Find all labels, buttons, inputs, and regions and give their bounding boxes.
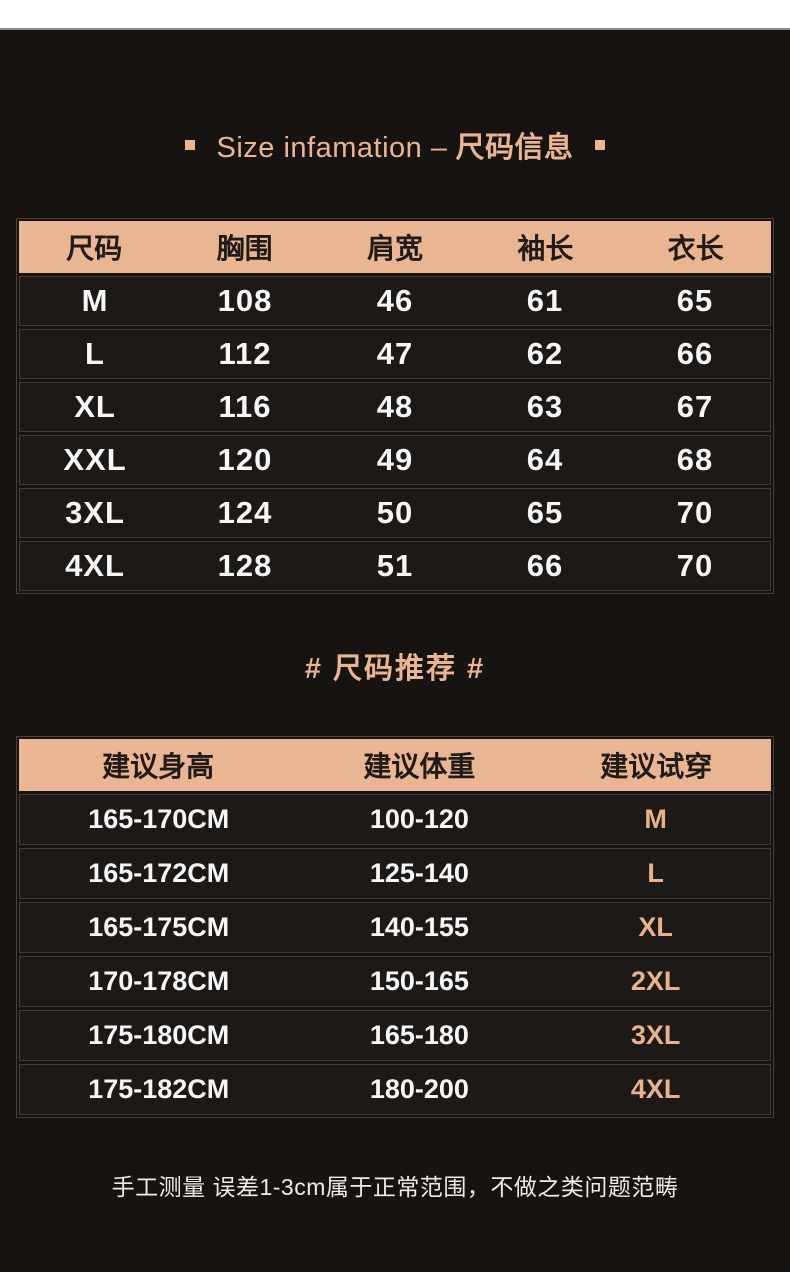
size-recommend-heading: # 尺码推荐 # bbox=[304, 653, 486, 685]
chest-cell: 124 bbox=[217, 495, 273, 530]
table-row: 175-182CM 180-200 4XL bbox=[19, 1064, 771, 1115]
table-row: 170-178CM 150-165 2XL bbox=[19, 956, 771, 1007]
title-square-right-icon bbox=[595, 140, 606, 150]
size-table-header-length: 衣长 bbox=[667, 233, 724, 264]
spacer bbox=[0, 688, 790, 736]
size-table-header: 尺码 胸围 肩宽 袖长 衣长 bbox=[19, 221, 771, 273]
page-title-zh: 尺码信息 bbox=[455, 132, 574, 164]
recommended-size-cell: XL bbox=[638, 912, 673, 942]
size-table-header-sleeve: 袖长 bbox=[517, 233, 574, 264]
table-row: XXL 120 49 64 68 bbox=[19, 435, 771, 485]
table-row: XL 116 48 63 67 bbox=[19, 382, 771, 432]
shoulder-cell: 51 bbox=[376, 548, 414, 583]
size-cell: XL bbox=[74, 389, 116, 424]
table-row: 165-175CM 140-155 XL bbox=[19, 902, 771, 953]
recommend-header-size: 建议试穿 bbox=[600, 751, 713, 782]
length-cell: 67 bbox=[676, 389, 714, 424]
table-row: M 108 46 61 65 bbox=[19, 276, 771, 326]
chest-cell: 108 bbox=[217, 283, 273, 318]
height-cell: 165-170CM bbox=[88, 804, 230, 834]
size-cell: 4XL bbox=[65, 548, 125, 583]
sleeve-cell: 62 bbox=[526, 336, 564, 371]
sleeve-cell: 65 bbox=[526, 495, 564, 530]
size-cell: 3XL bbox=[65, 495, 125, 530]
page-title-en: Size infamation – bbox=[216, 132, 448, 164]
size-cell: XXL bbox=[63, 442, 127, 477]
length-cell: 68 bbox=[676, 442, 714, 477]
weight-cell: 140-155 bbox=[369, 912, 469, 942]
recommended-size-cell: 2XL bbox=[630, 966, 681, 996]
title-square-left-icon bbox=[184, 140, 195, 150]
length-cell: 65 bbox=[676, 283, 714, 318]
recommend-header-weight: 建议体重 bbox=[363, 751, 476, 782]
weight-cell: 165-180 bbox=[369, 1020, 469, 1050]
weight-cell: 150-165 bbox=[369, 966, 469, 996]
size-table-header-shoulder: 肩宽 bbox=[366, 233, 423, 264]
sleeve-cell: 61 bbox=[526, 283, 564, 318]
table-row: 165-172CM 125-140 L bbox=[19, 848, 771, 899]
weight-cell: 100-120 bbox=[369, 804, 469, 834]
page-title: Size infamation – 尺码信息 bbox=[217, 124, 574, 166]
chest-cell: 120 bbox=[217, 442, 273, 477]
sleeve-cell: 63 bbox=[526, 389, 564, 424]
recommend-table: 建议身高 建议体重 建议试穿 165-170CM 100-120 M 165-1… bbox=[16, 736, 774, 1118]
height-cell: 165-172CM bbox=[88, 858, 230, 888]
size-table-header-chest: 胸围 bbox=[216, 233, 273, 264]
height-cell: 175-182CM bbox=[88, 1074, 230, 1104]
table-row: 165-170CM 100-120 M bbox=[19, 794, 771, 845]
recommended-size-cell: L bbox=[647, 858, 664, 888]
size-table: 尺码 胸围 肩宽 袖长 衣长 M 108 46 61 65 L 112 47 6… bbox=[16, 218, 774, 594]
chest-cell: 116 bbox=[218, 389, 272, 424]
height-cell: 175-180CM bbox=[88, 1020, 230, 1050]
length-cell: 70 bbox=[676, 495, 714, 530]
shoulder-cell: 50 bbox=[376, 495, 414, 530]
weight-cell: 125-140 bbox=[369, 858, 469, 888]
chest-cell: 128 bbox=[217, 548, 273, 583]
size-table-header-size: 尺码 bbox=[66, 233, 123, 264]
sleeve-cell: 64 bbox=[526, 442, 564, 477]
shoulder-cell: 46 bbox=[376, 283, 414, 318]
size-cell: M bbox=[81, 283, 109, 318]
shoulder-cell: 47 bbox=[376, 336, 414, 371]
recommend-header-height: 建议身高 bbox=[102, 751, 215, 782]
table-row: L 112 47 62 66 bbox=[19, 329, 771, 379]
recommend-table-header: 建议身高 建议体重 建议试穿 bbox=[19, 739, 771, 791]
shoulder-cell: 49 bbox=[376, 442, 414, 477]
recommended-size-cell: M bbox=[644, 804, 667, 834]
height-cell: 170-178CM bbox=[88, 966, 230, 996]
chest-cell: 112 bbox=[218, 336, 272, 371]
table-row: 3XL 124 50 65 70 bbox=[19, 488, 771, 538]
sleeve-cell: 66 bbox=[526, 548, 564, 583]
length-cell: 70 bbox=[676, 548, 714, 583]
weight-cell: 180-200 bbox=[369, 1074, 469, 1104]
top-white-strip bbox=[0, 0, 790, 30]
table-row: 4XL 128 51 66 70 bbox=[19, 541, 771, 591]
size-cell: L bbox=[85, 336, 105, 371]
length-cell: 66 bbox=[676, 336, 714, 371]
recommended-size-cell: 4XL bbox=[630, 1074, 681, 1104]
table-row: 175-180CM 165-180 3XL bbox=[19, 1010, 771, 1061]
recommended-size-cell: 3XL bbox=[630, 1020, 681, 1050]
page-title-row: Size infamation – 尺码信息 bbox=[0, 126, 790, 164]
measurement-disclaimer: 手工测量 误差1-3cm属于正常范围，不做之类问题范畴 bbox=[111, 1174, 679, 1200]
height-cell: 165-175CM bbox=[88, 912, 230, 942]
shoulder-cell: 48 bbox=[376, 389, 414, 424]
